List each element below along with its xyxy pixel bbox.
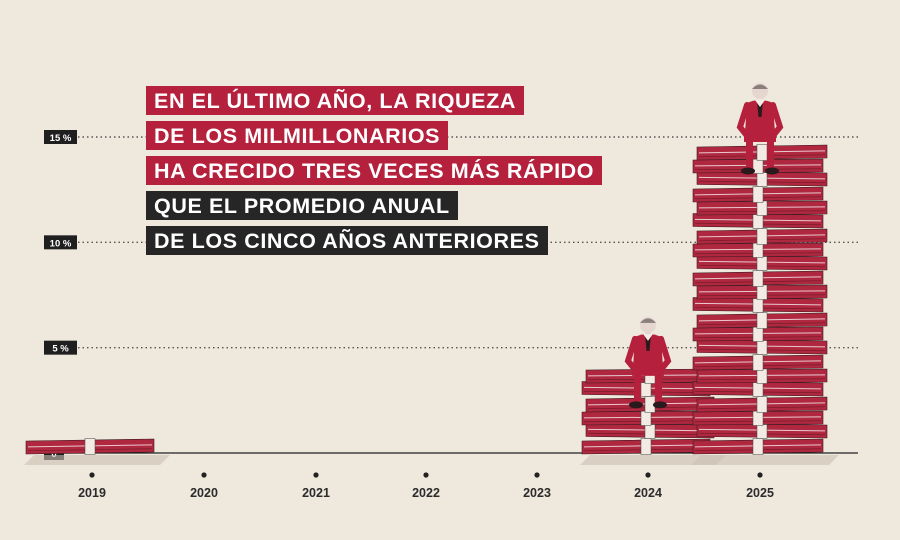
x-tick-label: 2019 [78, 486, 106, 500]
figure-arm [769, 102, 784, 140]
figure-shoe [653, 401, 667, 409]
figure-arm [657, 335, 672, 374]
banknote-band [756, 144, 768, 161]
banknote-band [756, 396, 768, 413]
y-tick-label: 0 [51, 449, 56, 460]
banknote-band [640, 438, 652, 455]
y-tick-label-bg [44, 235, 77, 250]
x-tick-dot [89, 472, 95, 478]
figure-hair [640, 318, 656, 323]
figure-leg [767, 139, 774, 169]
y-tick-label: 5 % [52, 344, 69, 355]
x-tick-dot [201, 472, 207, 478]
headline-line-3: HA CRECIDO TRES VECES MÁS RÁPIDO [146, 156, 603, 185]
x-tick-label: 2021 [302, 486, 330, 500]
x-tick-dot [423, 472, 429, 478]
figure-shoe [629, 401, 643, 409]
figure-collar [643, 333, 653, 341]
bar-shadow [691, 455, 839, 465]
x-tick-dot [534, 472, 540, 478]
banknote-band [752, 354, 764, 371]
banknote-band [84, 438, 96, 455]
banknote-band [752, 270, 764, 287]
figure-collar [755, 100, 765, 107]
headline-line-2: DE LOS MILMILLONARIOS [146, 121, 449, 150]
bar-shadow [24, 455, 170, 465]
x-tick-label: 2022 [412, 486, 440, 500]
bar-2019 [24, 438, 170, 465]
x-tick-label: 2025 [746, 486, 774, 500]
x-tick-dot [313, 472, 319, 478]
headline-line-4: QUE EL PROMEDIO ANUAL [146, 191, 458, 220]
x-tick-label: 2023 [523, 486, 551, 500]
figure-arm [736, 102, 751, 140]
figure-lap [744, 131, 776, 142]
x-tick-label: 2024 [634, 486, 662, 500]
x-tick-dot [645, 472, 651, 478]
headline-line-5: DE LOS CINCO AÑOS ANTERIORES [146, 226, 548, 255]
figure-shoe [741, 167, 755, 175]
y-tick-label-bg [44, 340, 77, 355]
banknote-band [752, 186, 764, 203]
y-tick-label: 10 % [50, 238, 72, 249]
figure-leg [746, 139, 753, 169]
figure-hair [752, 84, 768, 89]
figure-shoe [765, 167, 779, 175]
x-tick-label: 2020 [190, 486, 218, 500]
bar-2025 [691, 83, 839, 465]
figure-leg [634, 372, 641, 403]
x-tick-dot [757, 472, 763, 478]
banknote-band [756, 228, 768, 245]
figure-leg [655, 372, 662, 403]
y-tick-label: 15 % [50, 133, 72, 144]
figure-arm [624, 335, 639, 374]
figure-lap [632, 364, 664, 376]
headline-line-1: EN EL ÚLTIMO AÑO, LA RIQUEZA [146, 86, 524, 115]
headline: EN EL ÚLTIMO AÑO, LA RIQUEZA DE LOS MILM… [146, 86, 603, 261]
bar-shadow [580, 455, 726, 465]
banknote-band [752, 438, 764, 455]
bar-2024 [580, 316, 726, 465]
y-tick-label-bg [44, 130, 77, 144]
banknote-band [756, 312, 768, 329]
